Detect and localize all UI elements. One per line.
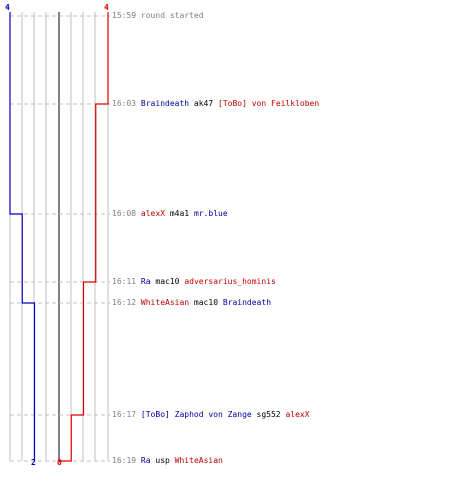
event-row: 16:11 Ra mac10 adversarius_hominis [112, 277, 276, 287]
event-victim: [ToBo] von Feilkloben [218, 99, 320, 108]
event-time: 16:12 [112, 298, 137, 307]
event-time: 15:59 [112, 11, 137, 20]
chart-grid [9, 12, 110, 462]
event-row: 16:19 Ra usp WhiteAsian [112, 456, 223, 466]
event-killer: [ToBo] Zaphod von Zange [140, 410, 252, 419]
event-killer: alexX [140, 209, 166, 218]
event-killer: Ra [140, 456, 151, 465]
chart-lines [9, 12, 109, 462]
event-row: 16:03 Braindeath ak47 [ToBo] von Feilklo… [112, 99, 319, 109]
event-time: 16:03 [112, 99, 137, 108]
event-killer: Ra [140, 277, 151, 286]
event-victim: Braindeath [222, 298, 272, 307]
event-weapon: sg552 [256, 410, 281, 419]
event-victim: adversarius_hominis [184, 277, 276, 286]
event-weapon: mac10 [155, 277, 180, 286]
event-weapon: ak47 [193, 99, 214, 108]
event-time: 16:19 [112, 456, 137, 465]
event-note: round started [140, 11, 204, 20]
event-weapon: usp [155, 456, 170, 465]
event-time: 16:08 [112, 209, 137, 218]
event-weapon: m4a1 [169, 209, 190, 218]
event-killer: Braindeath [140, 99, 190, 108]
red-end-count: 0 [57, 458, 62, 467]
event-time: 16:17 [112, 410, 137, 419]
event-time: 16:11 [112, 277, 137, 286]
red-start-count: 4 [104, 3, 109, 12]
event-weapon: mac10 [193, 298, 219, 307]
event-victim: WhiteAsian [174, 456, 223, 465]
blue-end-count: 2 [31, 458, 36, 467]
event-row: 15:59 round started [112, 11, 204, 21]
red-team-series-line [59, 12, 109, 462]
event-victim: mr.blue [193, 209, 228, 218]
event-row: 16:17 [ToBo] Zaphod von Zange sg552 alex… [112, 410, 310, 420]
blue-team-series-line [9, 12, 36, 461]
blue-start-count: 4 [5, 3, 10, 12]
event-victim: alexX [285, 410, 310, 419]
event-row: 16:08 alexX m4a1 mr.blue [112, 209, 228, 219]
event-row: 16:12 WhiteAsian mac10 Braindeath [112, 298, 271, 308]
event-killer: WhiteAsian [140, 298, 190, 307]
